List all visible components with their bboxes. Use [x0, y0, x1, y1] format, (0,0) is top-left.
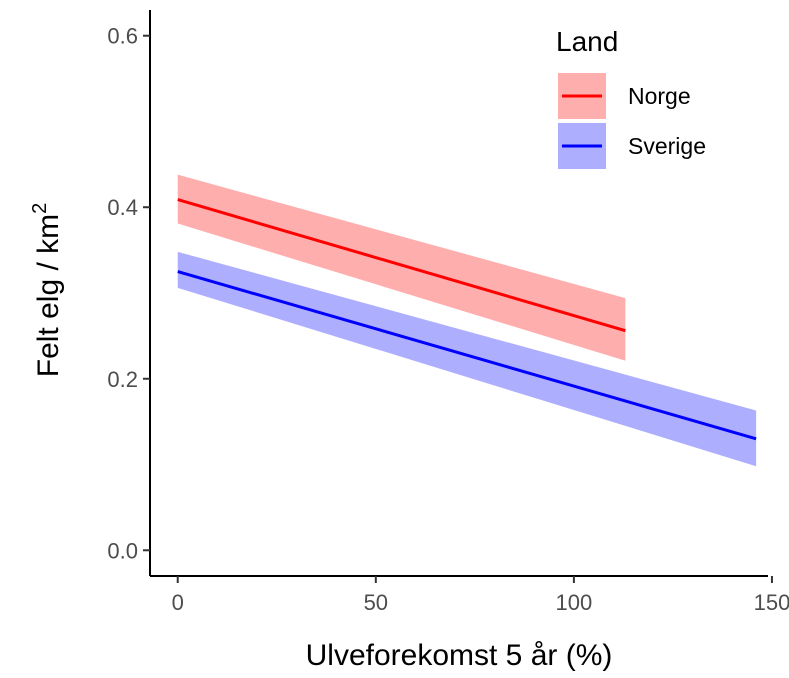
- confidence-bands: [177, 174, 757, 467]
- x-tick-label: 0: [172, 590, 184, 615]
- y-axis-title-main: Felt elg / km: [32, 214, 65, 377]
- y-axis-ticks: 0.0 0.2 0.4 0.6: [107, 24, 150, 563]
- legend-title: Land: [556, 26, 618, 57]
- series-line-sverige: [177, 270, 757, 441]
- x-tick-label: 100: [556, 590, 593, 615]
- legend-label-norge: Norge: [628, 83, 691, 109]
- y-axis-title-superscript: 2: [29, 203, 51, 214]
- x-axis-ticks: 0 50 100 150: [172, 576, 789, 615]
- series-lines: [177, 198, 757, 441]
- x-tick-label: 150: [754, 590, 789, 615]
- confidence-band-norge: [177, 174, 626, 361]
- y-axis-title: Felt elg / km2: [29, 203, 65, 378]
- y-tick-label: 0.4: [107, 195, 138, 220]
- confidence-band-sverige: [177, 251, 757, 467]
- y-tick-label: 0.6: [107, 24, 138, 49]
- legend-label-sverige: Sverige: [628, 133, 706, 159]
- y-tick-label: 0.2: [107, 367, 138, 392]
- legend: Land Norge Sverige: [556, 26, 706, 169]
- x-tick-label: 50: [364, 590, 388, 615]
- y-tick-label: 0.0: [107, 538, 138, 563]
- x-axis-title: Ulveforekomst 5 år (%): [306, 639, 613, 672]
- series-line-norge: [177, 198, 626, 333]
